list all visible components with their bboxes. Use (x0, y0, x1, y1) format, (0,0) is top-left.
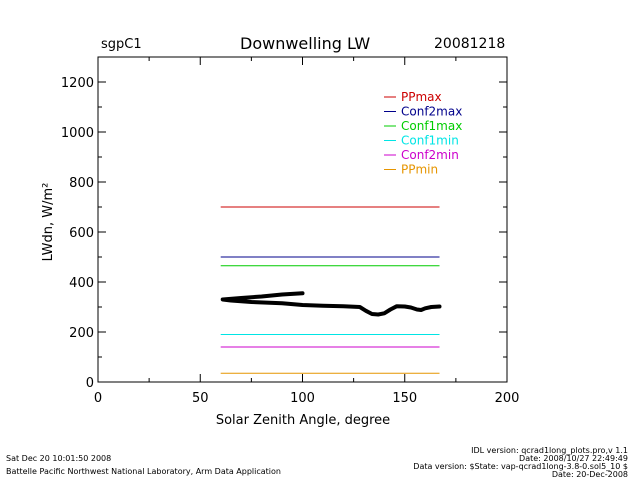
limit-lines (220, 206, 440, 374)
x-tick-label: 0 (94, 391, 102, 406)
legend-entry: Conf2min (401, 148, 459, 162)
x-tick-label: 100 (290, 391, 315, 406)
footer-idl-date: Date: 2008/10/27 22:49:49 (519, 454, 628, 463)
y-tick-label: 0 (86, 376, 94, 391)
legend-entry: PPmin (401, 163, 438, 177)
series-line (220, 291, 442, 317)
footer-data-date: Date: 20-Dec-2008 (551, 470, 628, 479)
axis-labels: Solar Zenith Angle, degree LWdn, W/m² (41, 183, 390, 428)
date-label: 20081218 (434, 36, 506, 52)
legend: PPmaxConf2maxConf1maxConf1minConf2minPPm… (384, 90, 462, 177)
footer-data-version: Data version: $State: vap-qcrad1long-3.8… (413, 462, 628, 471)
y-tick-label: 600 (69, 226, 94, 241)
y-tick-label: 800 (69, 176, 94, 191)
plot-axes: 0 50 100 150 200 0 200 400 600 800 1000 1200 (61, 56, 520, 406)
y-tick-label: 1000 (61, 126, 94, 141)
footer-timestamp: Sat Dec 20 10:01:50 2008 (6, 454, 112, 463)
x-tick-label: 200 (495, 391, 520, 406)
y-tick-label: 1200 (61, 76, 94, 91)
y-tick-label: 200 (69, 326, 94, 341)
chart-title: Downwelling LW (240, 34, 371, 53)
x-tick-label: 150 (392, 391, 417, 406)
legend-entry: Conf1min (401, 134, 459, 148)
site-label: sgpC1 (101, 37, 142, 52)
y-axis-label: LWdn, W/m² (41, 183, 56, 262)
footer-idl-version: IDL version: qcrad1long_plots.pro,v 1.1 (471, 446, 628, 455)
footer-credit: Battelle Pacific Northwest National Labo… (6, 467, 281, 476)
x-tick-label: 50 (192, 391, 209, 406)
legend-entry: PPmax (401, 90, 442, 104)
y-tick-label: 400 (69, 276, 94, 291)
data-series (220, 291, 442, 317)
legend-entry: Conf1max (401, 119, 462, 133)
legend-entry: Conf2max (401, 105, 462, 119)
x-axis-label: Solar Zenith Angle, degree (216, 413, 390, 428)
